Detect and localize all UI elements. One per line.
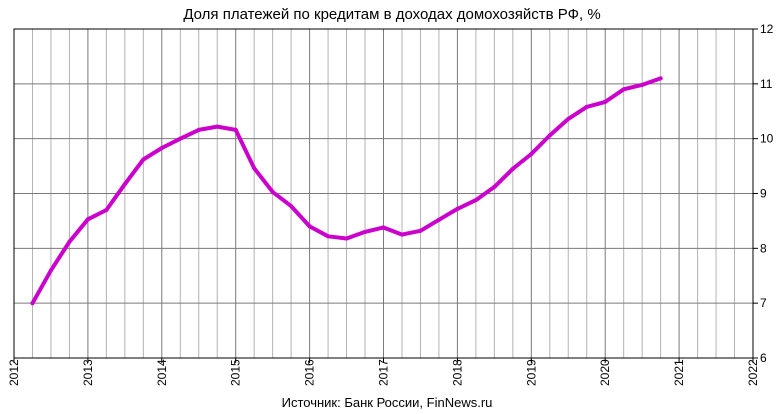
data-point xyxy=(326,234,331,239)
data-point xyxy=(658,76,663,81)
chart-title: Доля платежей по кредитам в доходах домо… xyxy=(183,6,600,23)
data-point xyxy=(473,198,478,203)
x-axis-tick-labels: 2012 2013 2014 2015 2016 2017 2018 2019 2020 2021… xyxy=(7,359,760,386)
source-note: Источник: Банк России, FinNews.ru xyxy=(282,395,493,410)
y-tick-label: 7 xyxy=(760,296,767,310)
data-point xyxy=(492,184,497,189)
x-tick-label: 2022 xyxy=(746,359,760,386)
plot-area-border xyxy=(13,28,754,359)
data-point xyxy=(603,99,608,104)
data-point xyxy=(215,124,220,129)
data-point xyxy=(344,236,349,241)
data-point xyxy=(104,207,109,212)
y-tick-label: 8 xyxy=(760,241,767,255)
data-point xyxy=(30,301,35,306)
data-point xyxy=(566,116,571,121)
x-tick-label: 2018 xyxy=(450,359,464,386)
data-point xyxy=(640,82,645,87)
y-tick-label: 9 xyxy=(760,187,767,201)
x-tick-label: 2012 xyxy=(7,359,21,386)
data-point xyxy=(270,189,275,194)
data-point xyxy=(381,225,386,230)
y-axis-tick-labels: 6 7 8 9 10 11 12 xyxy=(760,22,774,365)
data-point xyxy=(233,127,238,132)
x-tick-label: 2017 xyxy=(377,359,391,386)
data-point xyxy=(85,217,90,222)
data-point xyxy=(363,229,368,234)
data-point xyxy=(529,152,534,157)
data-point xyxy=(48,268,53,273)
data-point xyxy=(547,133,552,138)
data-point xyxy=(289,204,294,209)
data-point xyxy=(307,224,312,229)
x-tick-label: 2014 xyxy=(155,359,169,386)
data-point xyxy=(399,232,404,237)
data-point xyxy=(67,239,72,244)
x-tick-label: 2019 xyxy=(524,359,538,386)
data-point xyxy=(584,104,589,109)
series-layer xyxy=(30,76,663,306)
x-tick-label: 2021 xyxy=(672,359,686,386)
data-point xyxy=(159,145,164,150)
data-point xyxy=(621,87,626,92)
data-point xyxy=(141,157,146,162)
y-tick-label: 10 xyxy=(760,132,774,146)
data-point xyxy=(418,228,423,233)
data-point xyxy=(122,182,127,187)
data-point xyxy=(455,206,460,211)
data-point xyxy=(196,127,201,132)
y-tick-label: 11 xyxy=(760,77,773,91)
x-tick-label: 2016 xyxy=(303,359,317,386)
y-tick-label: 6 xyxy=(760,351,767,365)
data-point xyxy=(252,166,257,171)
vertical-gridlines xyxy=(13,29,754,363)
data-point xyxy=(436,217,441,222)
data-point xyxy=(178,136,183,141)
data-point xyxy=(510,166,515,171)
x-tick-label: 2013 xyxy=(81,359,95,386)
y-tick-label: 12 xyxy=(760,22,774,36)
horizontal-gridlines xyxy=(14,28,758,359)
x-tick-label: 2015 xyxy=(229,359,243,386)
x-tick-label: 2020 xyxy=(598,359,612,386)
